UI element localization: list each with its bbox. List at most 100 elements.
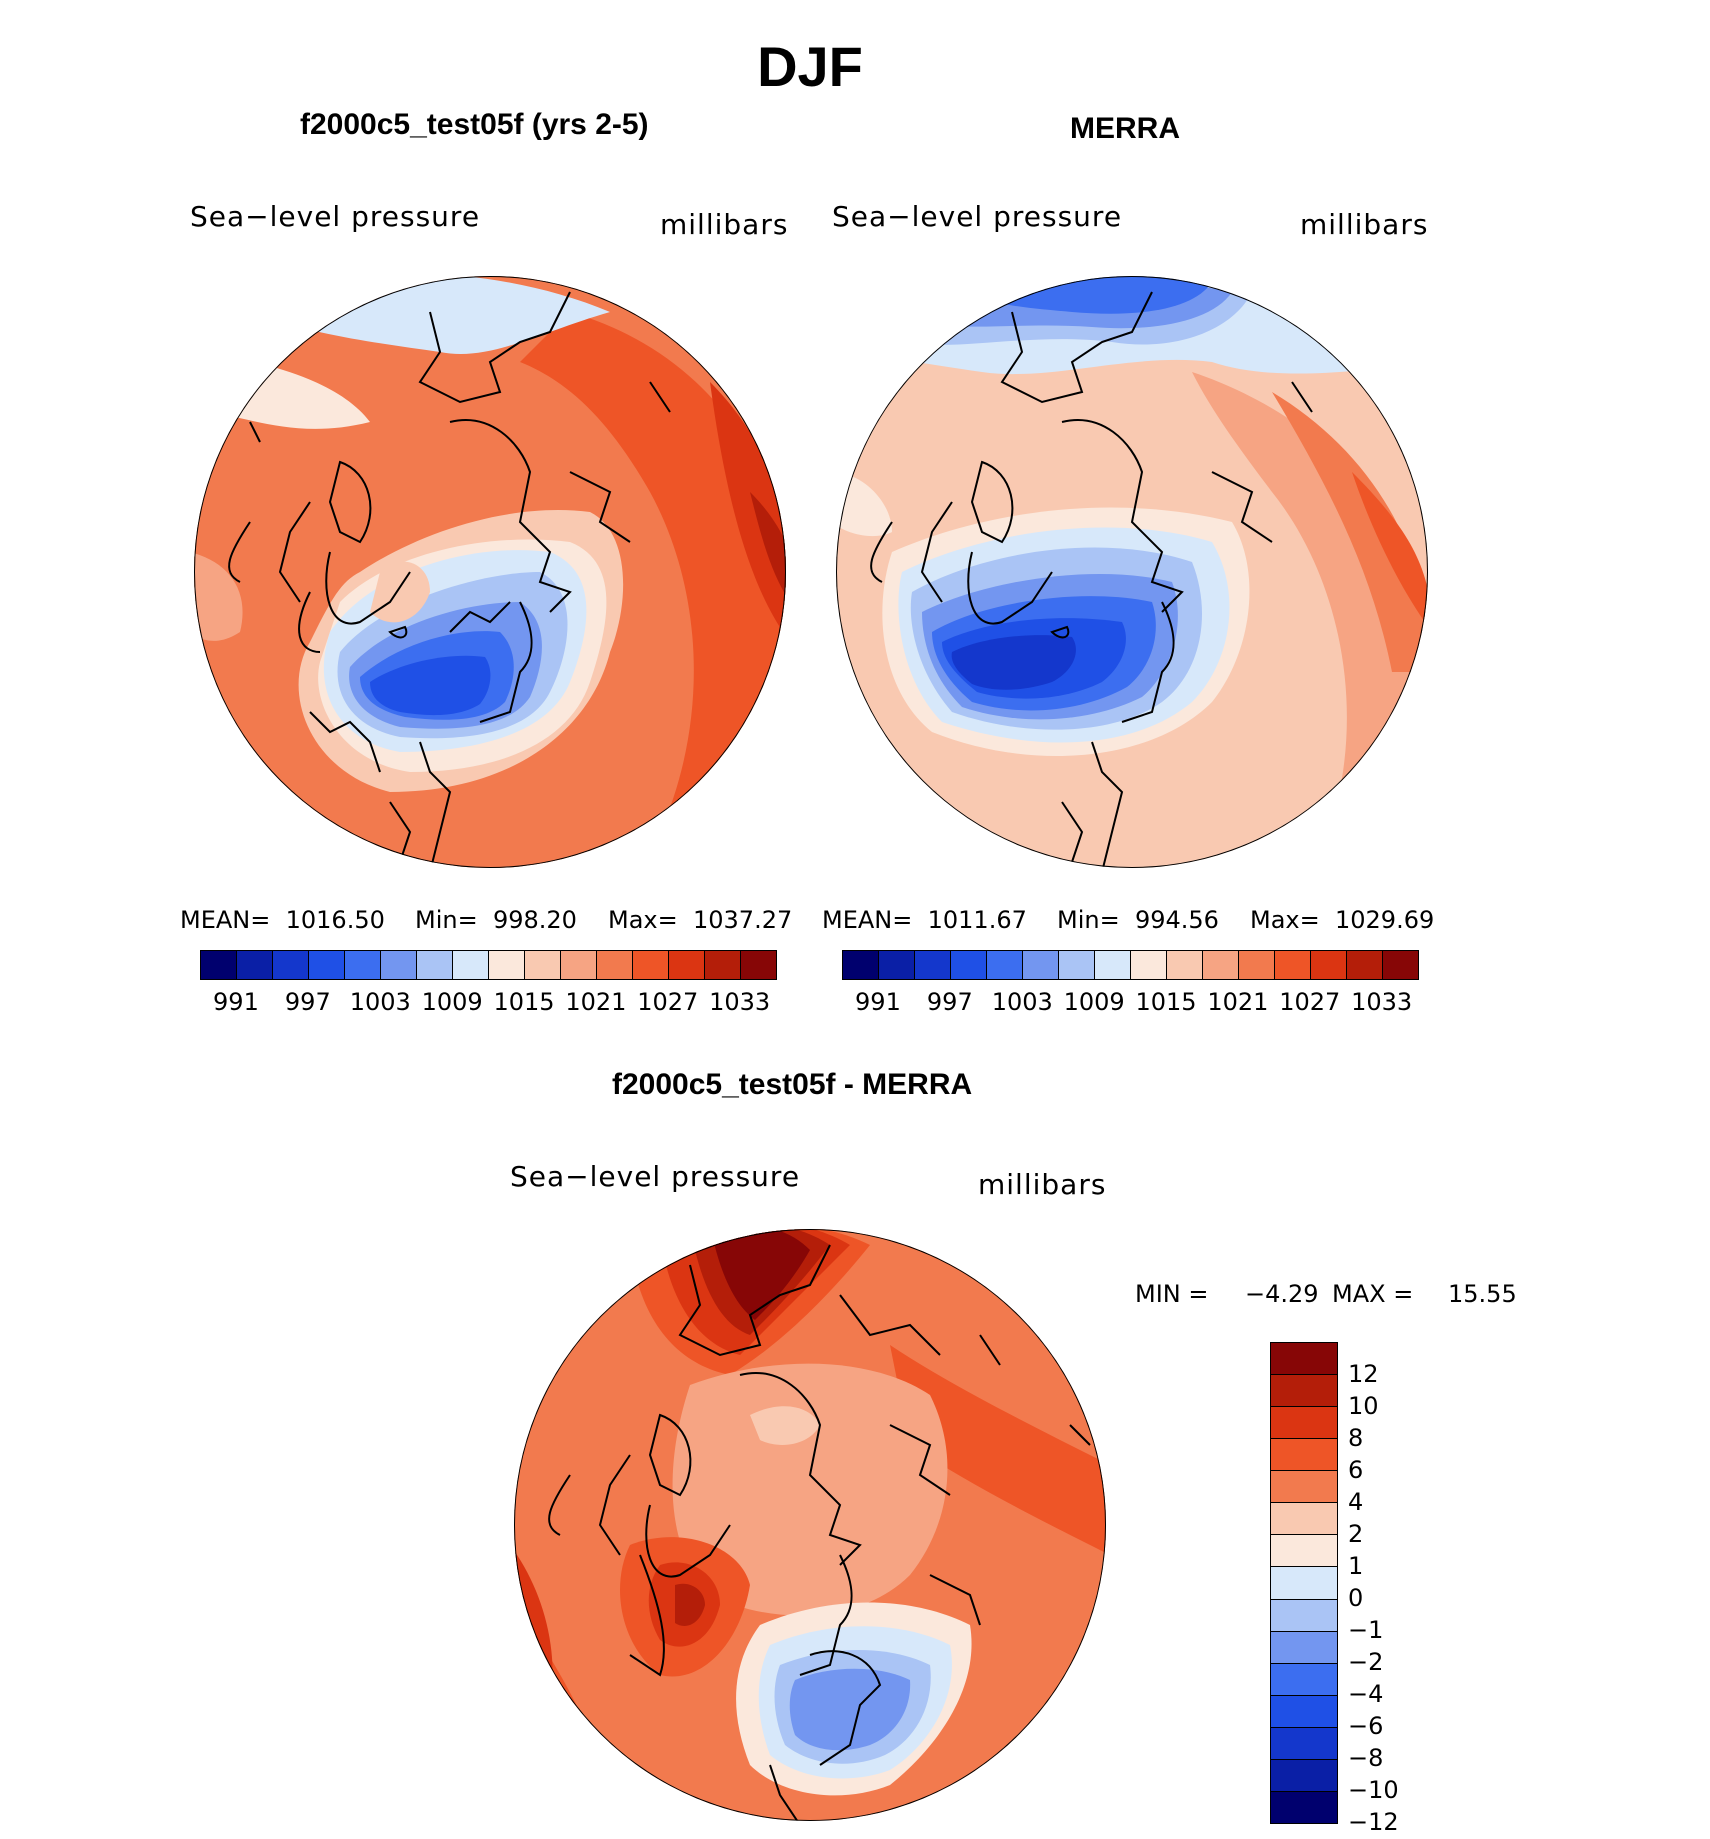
colorbar-swatch	[1275, 951, 1311, 979]
colorbar-tick-label: −8	[1348, 1744, 1384, 1772]
colorbar-swatch	[381, 951, 417, 979]
colorbar-tick-label: 8	[1348, 1424, 1364, 1452]
colorbar-tick-label: −2	[1348, 1648, 1384, 1676]
colorbar-swatch	[453, 951, 489, 979]
colorbar-swatch	[273, 951, 309, 979]
colorbar-tick-label: 997	[926, 988, 973, 1016]
colorbar-swatch	[417, 951, 453, 979]
colorbar-swatch	[1347, 951, 1383, 979]
panel1-units-label: millibars	[660, 208, 789, 241]
colorbar-swatch	[1311, 951, 1347, 979]
colorbar-swatch	[1023, 951, 1059, 979]
colorbar-tick-label: 991	[855, 988, 901, 1016]
panel2-max: Max= 1029.69	[1250, 906, 1435, 934]
panel1-colorbar	[200, 950, 777, 980]
colorbar-tick-label: 6	[1348, 1456, 1364, 1484]
panel1-polar-map	[194, 276, 786, 868]
colorbar-swatch	[1271, 1343, 1337, 1376]
colorbar-swatch	[1239, 951, 1275, 979]
colorbar-swatch	[1271, 1503, 1337, 1536]
colorbar-tick-label: 1027	[637, 988, 699, 1016]
colorbar-swatch	[1271, 1407, 1337, 1440]
colorbar-swatch	[1271, 1567, 1337, 1600]
diff-min-label: MIN =	[1135, 1280, 1209, 1308]
colorbar-swatch	[237, 951, 273, 979]
colorbar-tick-label: 1033	[1351, 988, 1413, 1016]
colorbar-tick-label: 12	[1348, 1360, 1379, 1388]
colorbar-tick-label: −10	[1348, 1776, 1399, 1804]
colorbar-tick-label: 1027	[1279, 988, 1341, 1016]
panel2-variable-label: Sea−level pressure	[832, 200, 1123, 233]
diff-max-value: 15.55	[1448, 1280, 1517, 1308]
colorbar-swatch	[1271, 1535, 1337, 1568]
panel2-colorbar	[842, 950, 1419, 980]
colorbar-swatch	[1271, 1727, 1337, 1760]
colorbar-swatch	[1271, 1471, 1337, 1504]
colorbar-tick-label: 991	[213, 988, 259, 1016]
colorbar-swatch	[987, 951, 1023, 979]
colorbar-tick-label: −12	[1348, 1808, 1399, 1836]
colorbar-tick-label: −4	[1348, 1680, 1384, 1708]
colorbar-tick-label: 1033	[709, 988, 771, 1016]
colorbar-tick-label: 1009	[1063, 988, 1125, 1016]
colorbar-swatch	[1271, 1599, 1337, 1632]
colorbar-swatch	[1271, 1375, 1337, 1408]
colorbar-swatch	[1131, 951, 1167, 979]
colorbar-swatch	[879, 951, 915, 979]
diff-heading: f2000c5_test05f - MERRA	[612, 1068, 973, 1101]
colorbar-swatch	[561, 951, 597, 979]
colorbar-tick-label: 1015	[493, 988, 555, 1016]
diff-units-label: millibars	[978, 1168, 1107, 1201]
colorbar-tick-label: 1	[1348, 1552, 1364, 1580]
diff-polar-map	[514, 1229, 1106, 1821]
colorbar-swatch	[1271, 1791, 1337, 1823]
colorbar-tick-label: 10	[1348, 1392, 1379, 1420]
panel1-heading: f2000c5_test05f (yrs 2-5)	[300, 108, 649, 141]
colorbar-swatch	[309, 951, 345, 979]
colorbar-swatch	[705, 951, 741, 979]
panel2-mean: MEAN= 1011.67	[822, 906, 1027, 934]
diff-min-value: −4.29	[1245, 1280, 1319, 1308]
colorbar-swatch	[345, 951, 381, 979]
colorbar-swatch	[525, 951, 561, 979]
panel2-heading: MERRA	[1070, 112, 1180, 145]
colorbar-tick-label: 0	[1348, 1584, 1364, 1612]
colorbar-tick-label: 1003	[991, 988, 1053, 1016]
colorbar-swatch	[741, 951, 776, 979]
colorbar-tick-label: 4	[1348, 1488, 1364, 1516]
colorbar-tick-label: −6	[1348, 1712, 1384, 1740]
panel1-min: Min= 998.20	[415, 906, 577, 934]
colorbar-swatch	[201, 951, 237, 979]
colorbar-tick-label: 997	[284, 988, 331, 1016]
colorbar-swatch	[1059, 951, 1095, 979]
colorbar-tick-label: 1015	[1135, 988, 1197, 1016]
colorbar-swatch	[1095, 951, 1131, 979]
colorbar-swatch	[1203, 951, 1239, 979]
colorbar-swatch	[1167, 951, 1203, 979]
colorbar-swatch	[843, 951, 879, 979]
colorbar-swatch	[489, 951, 525, 979]
colorbar-swatch	[597, 951, 633, 979]
colorbar-tick-label: 1021	[1207, 988, 1269, 1016]
diff-max-label: MAX =	[1332, 1280, 1414, 1308]
diff-colorbar	[1270, 1342, 1338, 1824]
panel1-max: Max= 1037.27	[608, 906, 793, 934]
colorbar-swatch	[1271, 1759, 1337, 1792]
diff-variable-label: Sea−level pressure	[510, 1160, 801, 1193]
panel1-mean: MEAN= 1016.50	[180, 906, 385, 934]
panel2-polar-map	[836, 276, 1428, 868]
colorbar-swatch	[951, 951, 987, 979]
panel1-variable-label: Sea−level pressure	[190, 200, 481, 233]
colorbar-swatch	[1271, 1695, 1337, 1728]
colorbar-swatch	[1383, 951, 1418, 979]
colorbar-swatch	[1271, 1663, 1337, 1696]
figure-title: DJF	[757, 35, 863, 98]
colorbar-swatch	[633, 951, 669, 979]
colorbar-tick-label: 2	[1348, 1520, 1364, 1548]
panel2-min: Min= 994.56	[1057, 906, 1219, 934]
colorbar-tick-label: 1003	[349, 988, 411, 1016]
colorbar-tick-label: −1	[1348, 1616, 1384, 1644]
colorbar-swatch	[1271, 1631, 1337, 1664]
colorbar-swatch	[669, 951, 705, 979]
colorbar-tick-label: 1009	[421, 988, 483, 1016]
